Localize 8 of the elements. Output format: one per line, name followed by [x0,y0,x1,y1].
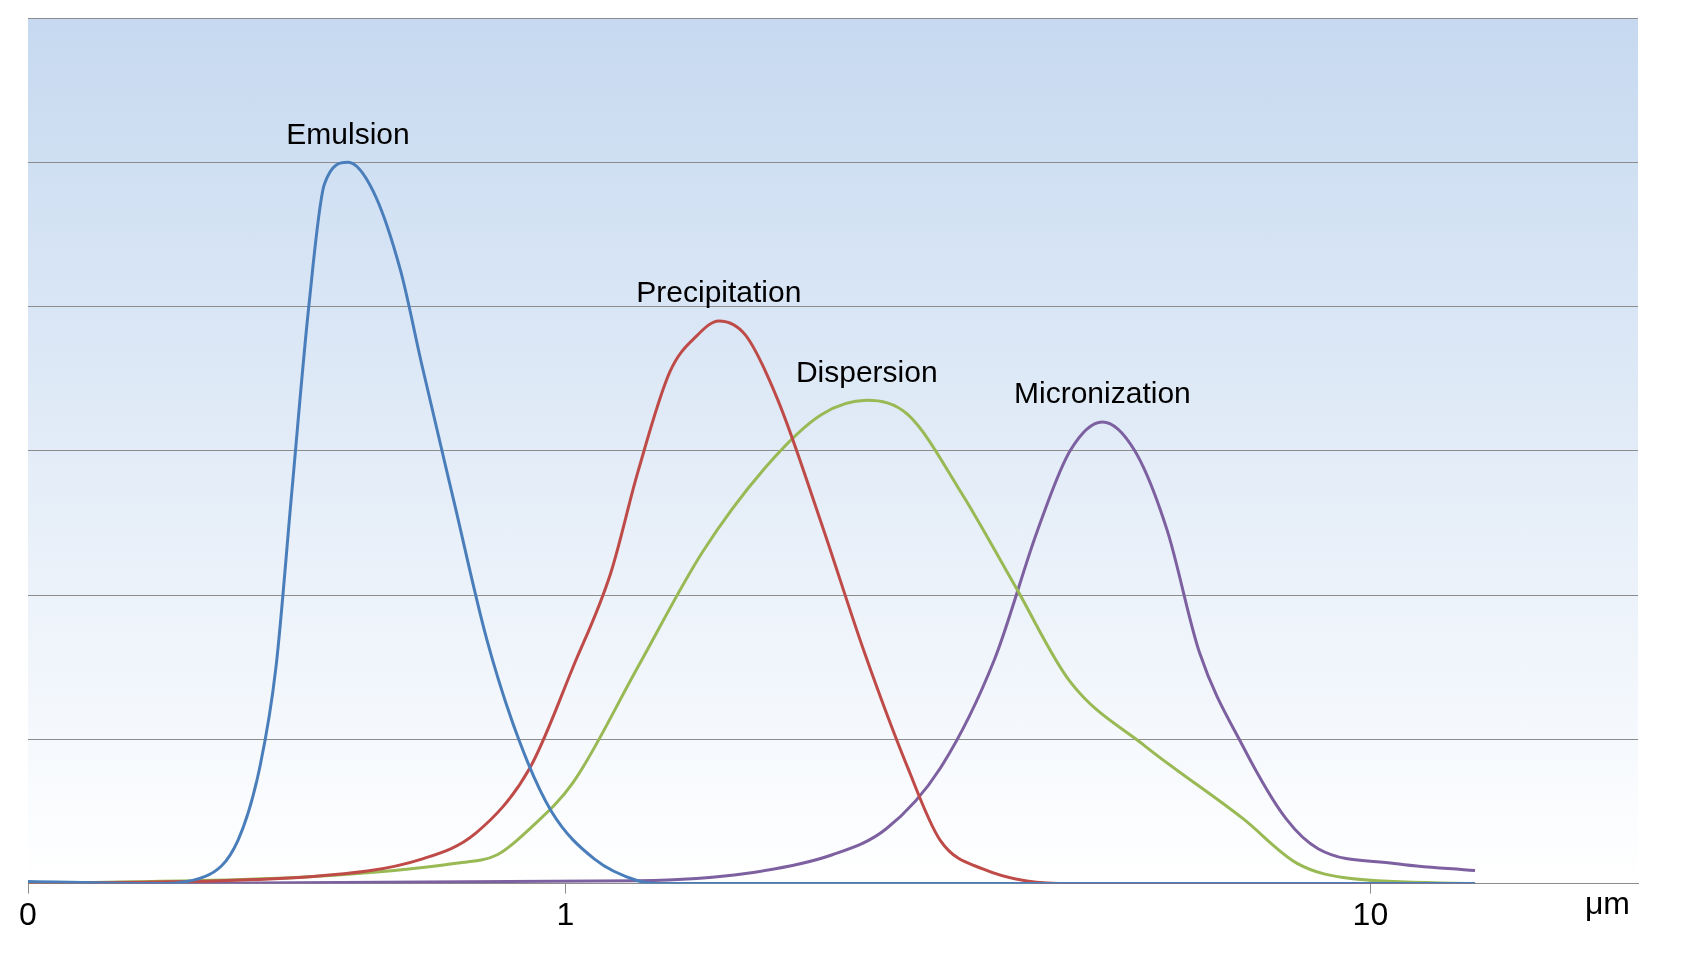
series-label: Micronization [1014,376,1191,410]
series-label: Emulsion [286,116,410,150]
x-axis-title: μm [1584,885,1630,922]
series-label: Dispersion [795,354,938,388]
series-label: Precipitation [636,275,802,309]
x-tick-label: 10 [1352,895,1389,932]
x-tick-label: 0 [19,895,37,932]
x-tick-label: 1 [556,895,575,932]
